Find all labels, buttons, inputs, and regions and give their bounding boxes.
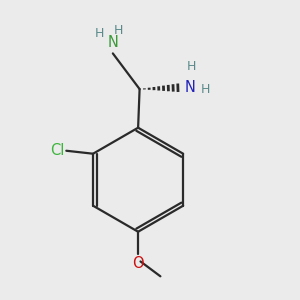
Text: H: H — [114, 24, 124, 37]
Text: O: O — [132, 256, 144, 271]
Text: H: H — [187, 60, 196, 73]
Text: N: N — [184, 80, 195, 95]
Text: Cl: Cl — [50, 143, 65, 158]
Text: H: H — [95, 27, 104, 40]
Text: H: H — [200, 82, 210, 96]
Text: N: N — [107, 35, 118, 50]
